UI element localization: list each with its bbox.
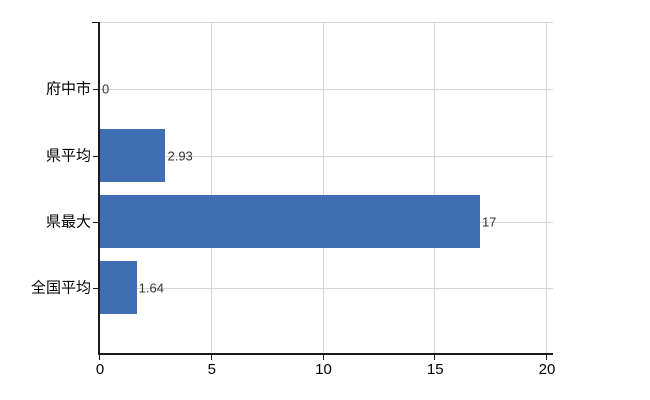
category-gridline	[99, 155, 553, 157]
category-label: 県平均	[45, 147, 91, 164]
y-axis-tick	[93, 155, 99, 157]
x-tick-label: 10	[315, 361, 332, 378]
x-tick-label: 20	[538, 361, 556, 378]
category-label: 県最大	[45, 213, 91, 230]
category-gridline	[99, 287, 553, 289]
bar	[100, 261, 137, 314]
x-axis-tick	[99, 354, 100, 360]
x-tick-label: 5	[207, 361, 216, 378]
value-label: 0	[102, 81, 110, 97]
value-gridline	[322, 22, 324, 353]
value-gridline	[546, 22, 547, 353]
bar	[100, 195, 480, 248]
y-axis-tick	[93, 221, 99, 223]
x-tick-label: 15	[426, 361, 444, 378]
value-label: 17	[481, 214, 497, 229]
category-label: 全国平均	[30, 279, 91, 296]
y-axis	[98, 22, 100, 353]
x-tick-label: 0	[95, 361, 105, 378]
value-label: 2.93	[167, 148, 193, 163]
category-gridline	[99, 89, 553, 90]
x-axis-tick	[210, 354, 212, 360]
x-axis-tick	[546, 354, 547, 360]
x-axis-tick	[434, 354, 436, 360]
y-axis-top-tick	[92, 22, 99, 23]
plot-top-border	[99, 22, 553, 23]
value-label: 1.64	[138, 280, 164, 295]
x-axis-tick	[322, 354, 324, 360]
category-label: 府中市	[45, 80, 91, 98]
bar	[100, 129, 166, 182]
value-gridline	[210, 22, 212, 353]
value-gridline	[434, 22, 436, 353]
y-axis-tick	[93, 89, 99, 90]
y-axis-tick	[93, 287, 99, 289]
x-axis	[98, 353, 553, 355]
